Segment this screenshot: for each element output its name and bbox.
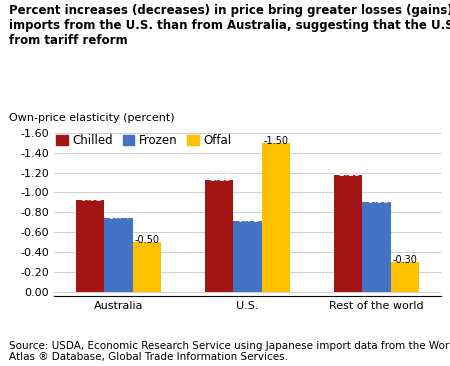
Bar [334,175,362,291]
Bar [133,242,161,291]
Text: -1.18: -1.18 [336,168,360,178]
Text: -1.13: -1.13 [207,173,232,183]
Bar [391,262,419,291]
Text: Source: USDA, Economic Research Service using Japanese import data from the Worl: Source: USDA, Economic Research Service … [9,341,450,362]
Text: -0.30: -0.30 [392,255,417,265]
Text: -0.92: -0.92 [77,193,103,203]
Bar [233,221,262,291]
Text: -0.71: -0.71 [235,214,260,224]
Bar [104,218,133,291]
Text: -0.50: -0.50 [135,235,159,245]
Bar [76,201,104,291]
Legend: Chilled, Frozen, Offal: Chilled, Frozen, Offal [56,134,232,147]
Text: Own-price elasticity (percent): Own-price elasticity (percent) [9,113,175,123]
Text: -0.74: -0.74 [106,211,131,221]
Bar [205,180,233,291]
Text: Percent increases (decreases) in price bring greater losses (gains) to Japanese : Percent increases (decreases) in price b… [9,4,450,46]
Text: -1.50: -1.50 [263,136,288,146]
Bar [362,202,391,291]
Text: -0.90: -0.90 [364,195,389,205]
Bar [262,143,290,291]
